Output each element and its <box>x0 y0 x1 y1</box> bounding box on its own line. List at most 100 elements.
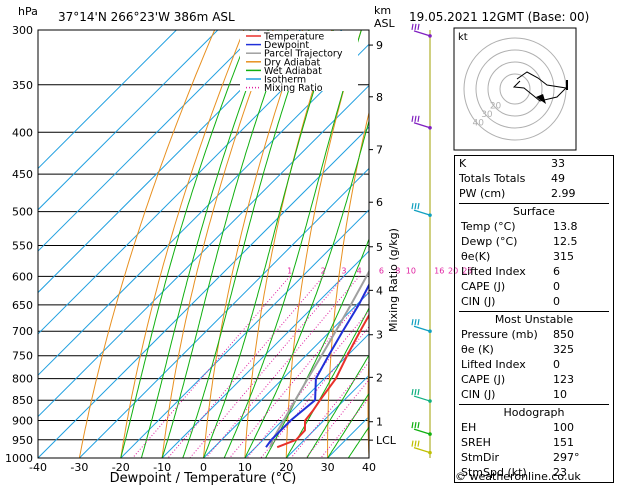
pressure-tick-label: 550 <box>12 239 33 252</box>
dry-adiabat-line <box>161 30 274 458</box>
most-unstable-row: Lifted Index 0 <box>459 357 609 372</box>
hodograph-ring <box>499 73 531 105</box>
most-unstable-value: 325 <box>553 343 574 356</box>
hodograph-value: 151 <box>553 436 574 449</box>
mixing-ratio-label: 20 <box>448 266 458 275</box>
hodograph-ring-label: 40 <box>473 119 485 129</box>
surface-value: 0 <box>553 280 560 293</box>
hodograph-row: SREH 151 <box>459 435 609 450</box>
most-unstable-row: CAPE (J) 123 <box>459 372 609 387</box>
hodograph-ring-label: 20 <box>490 101 502 111</box>
wind-barb-staff <box>413 30 431 37</box>
most-unstable-title: Most Unstable <box>494 313 574 326</box>
hodograph-ring <box>475 49 555 129</box>
pressure-tick-label: 300 <box>12 24 33 37</box>
wet-adiabat-line <box>161 30 289 458</box>
height-tick-label: 8 <box>376 91 383 104</box>
wind-barb-flag <box>411 319 414 326</box>
most-unstable-row: θe (K) 325 <box>459 342 609 357</box>
pressure-tick-label: 450 <box>12 168 33 181</box>
height-tick-label: 3 <box>376 329 383 342</box>
surface-value: 6 <box>553 265 560 278</box>
index-key: K <box>459 157 467 170</box>
hodograph-row: StmSpd (kt) 23 <box>459 465 609 480</box>
most-unstable-key: Lifted Index <box>461 358 526 371</box>
hodograph-key: SREH <box>461 436 491 449</box>
wind-barb-flag <box>411 440 414 447</box>
isotherm-line <box>38 30 301 294</box>
surface-key: CAPE (J) <box>461 280 506 293</box>
wet-adiabat-line <box>203 30 334 458</box>
wind-barb-flag <box>414 203 417 210</box>
mixing-ratio-line <box>246 310 369 458</box>
mixing-ratio-lines <box>132 276 369 458</box>
wind-barb-point <box>428 329 432 334</box>
mixing-ratio-line <box>305 379 369 458</box>
mixing-ratio-line <box>132 276 291 458</box>
height-tick-label: 7 <box>376 144 383 157</box>
temperature-axis: -40 -30 -20 -10 0 10 20 30 40 <box>29 461 376 474</box>
isotherm-line <box>38 126 369 458</box>
mixing-ratio-line <box>167 276 324 458</box>
wind-barb-flag <box>417 440 420 447</box>
wind-barb-flag <box>417 203 420 210</box>
mixing-ratio-line <box>290 361 369 458</box>
wet-adiabat-line <box>120 30 252 458</box>
pressure-tick-label: 650 <box>12 299 33 312</box>
hodograph-row: EH 100 <box>459 420 609 435</box>
legend-entry: Mixing Ratio <box>264 83 323 94</box>
km-unit: km <box>374 4 391 17</box>
pressure-unit: hPa <box>18 5 38 18</box>
wind-barb-flag <box>417 23 420 30</box>
plot-frame <box>37 29 370 459</box>
pressure-tick-label: 950 <box>12 434 33 447</box>
index-row: Totals Totals 49 <box>455 171 613 186</box>
surface-row: θe(K) 315 <box>459 249 609 264</box>
wind-barb-flag <box>411 388 414 396</box>
wind-barb-staff <box>413 325 431 332</box>
surface-title: Surface <box>513 205 555 218</box>
wind-barb-flag <box>411 422 414 429</box>
wind-barb-flag <box>414 23 417 30</box>
wind-barb-flag <box>417 388 420 396</box>
x-axis-label: Dewpoint / Temperature (°C) <box>110 471 297 486</box>
wind-barb-point <box>428 213 432 217</box>
height-tick-label: 5 <box>376 241 383 254</box>
height-tick-label: 2 <box>376 371 383 384</box>
wind-barb-flag <box>411 23 414 30</box>
surface-key: Lifted Index <box>461 265 526 278</box>
most-unstable-row: Pressure (mb) 850 <box>459 327 609 342</box>
most-unstable-key: CIN (J) <box>461 388 496 401</box>
wind-barb-point <box>428 432 432 436</box>
wind-barb-staff <box>413 428 431 435</box>
wind-barb-flag <box>414 388 417 396</box>
wind-barb-point <box>428 450 432 455</box>
dry-adiabat-line <box>203 30 304 458</box>
surface-value: 13.8 <box>553 220 578 233</box>
isotherm-line <box>120 209 369 458</box>
index-row: PW (cm) 2.99 <box>455 186 613 201</box>
wind-barb-flag <box>411 203 414 210</box>
hodograph-value: 297° <box>553 451 580 464</box>
wind-barb-point <box>428 125 432 130</box>
location-title: 37°14'N 266°23'W 386m ASL <box>58 10 235 24</box>
dry-adiabat-line <box>78 30 216 458</box>
surface-row: Lifted Index 6 <box>459 264 609 279</box>
hodograph-value: 100 <box>553 421 574 434</box>
legend-entry: Dry Adiabat <box>264 57 321 68</box>
temperature-tick-label: -40 <box>29 461 47 474</box>
isotherm-line <box>38 30 343 335</box>
pressure-tick-label: 800 <box>12 373 33 386</box>
height-tick-label: 6 <box>376 196 383 209</box>
wet-adiabat-line <box>306 354 369 458</box>
legend-entry: Temperature <box>263 32 324 43</box>
pressure-tick-label: 400 <box>12 126 33 139</box>
most-unstable-key: CAPE (J) <box>461 373 506 386</box>
height-tick-label: 4 <box>376 284 383 297</box>
height-axis: 9 8 7 6 5 4 3 2 1 LCL <box>369 39 397 447</box>
index-row: K 33 <box>455 156 613 171</box>
asl-unit: ASL <box>374 17 396 30</box>
temperature-tick-label: -10 <box>153 461 171 474</box>
wind-barb-point <box>428 34 432 38</box>
